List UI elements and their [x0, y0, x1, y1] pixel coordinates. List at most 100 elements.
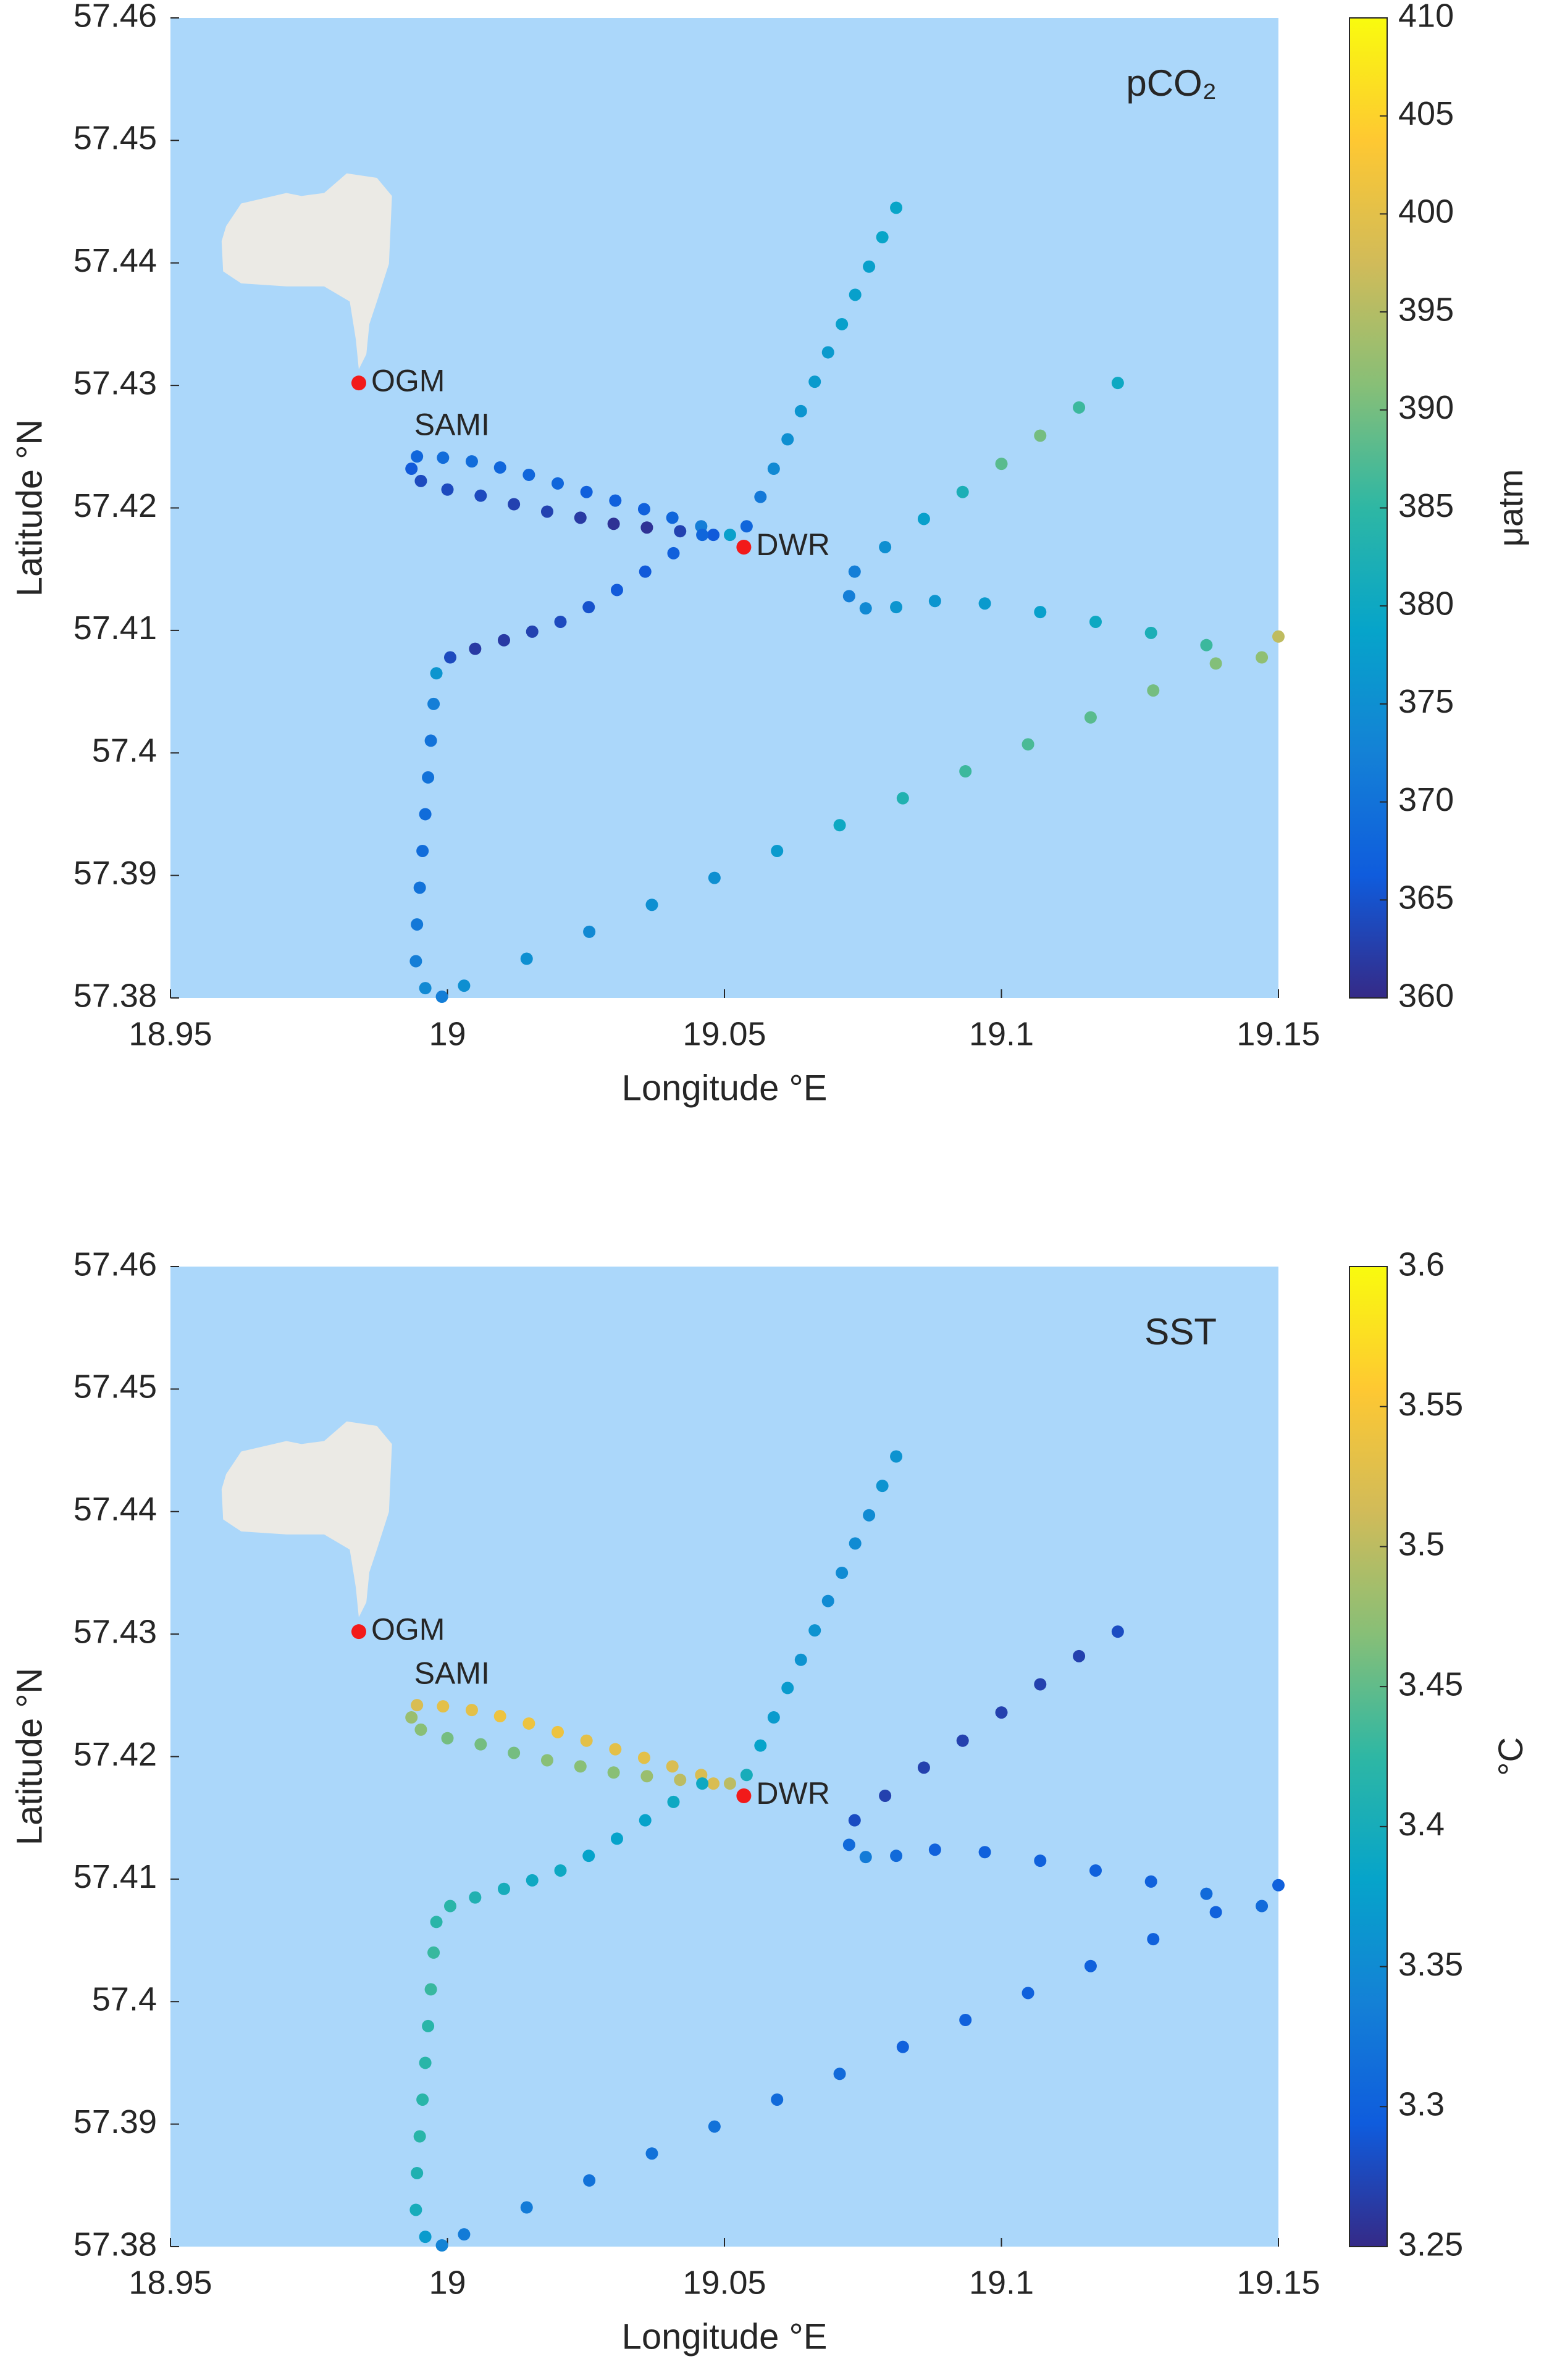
station-marker — [736, 1788, 752, 1803]
track-point — [917, 1761, 930, 1774]
track-point — [674, 1774, 687, 1787]
y-tick-label: 57.41 — [73, 610, 157, 647]
colorbar-tick-label: 3.6 — [1398, 1246, 1445, 1283]
track-point — [474, 1738, 487, 1751]
track-point — [637, 503, 650, 516]
track-point — [607, 1766, 620, 1779]
y-tick-label: 57.44 — [73, 242, 157, 279]
track-point — [1272, 1879, 1285, 1892]
track-point — [1272, 630, 1285, 643]
track-point — [723, 1777, 736, 1790]
x-tick-label: 19.05 — [682, 1015, 766, 1052]
track-point — [842, 1838, 855, 1851]
track-point — [995, 1706, 1008, 1719]
track-point — [917, 513, 930, 526]
track-point — [836, 317, 849, 330]
track-point — [580, 1734, 593, 1747]
x-tick-label: 19 — [429, 2264, 466, 2301]
track-point — [411, 450, 424, 463]
track-point — [637, 1751, 650, 1764]
track-point — [836, 1566, 849, 1579]
station-label: OGM — [371, 363, 445, 398]
track-point — [580, 485, 593, 498]
track-point — [520, 952, 533, 965]
track-point — [956, 485, 969, 498]
track-point — [863, 260, 876, 273]
track-point — [469, 642, 482, 655]
track-point — [849, 1537, 862, 1550]
track-point — [469, 1891, 482, 1904]
station-label: DWR — [756, 1776, 829, 1811]
track-point — [896, 792, 909, 805]
track-point — [928, 595, 941, 608]
track-point — [890, 201, 903, 214]
track-point — [474, 489, 487, 502]
track-point — [422, 771, 435, 784]
track-point — [419, 982, 432, 995]
track-point — [771, 2093, 784, 2106]
track-point — [978, 1846, 991, 1859]
x-tick-label: 18.95 — [128, 2264, 212, 2301]
track-point — [405, 463, 418, 476]
track-point — [610, 1832, 623, 1845]
station-marker — [351, 375, 366, 391]
x-axis-label: Longitude °E — [622, 1068, 828, 1108]
track-point — [465, 455, 478, 468]
track-point — [723, 529, 736, 542]
track-point — [1089, 615, 1102, 628]
track-point — [582, 1850, 595, 1863]
x-tick-label: 19.1 — [969, 1015, 1034, 1052]
track-point — [876, 1480, 889, 1493]
track-point — [890, 601, 903, 614]
site-label: SAMI — [414, 1656, 490, 1690]
y-tick-label: 57.45 — [73, 1368, 157, 1406]
y-tick-label: 57.38 — [73, 977, 157, 1014]
track-point — [959, 765, 972, 778]
colorbar-tick-label: 3.35 — [1398, 1946, 1463, 1983]
y-tick-label: 57.4 — [92, 732, 157, 769]
track-point — [552, 1725, 564, 1738]
track-point — [1147, 684, 1160, 697]
track-point — [740, 1769, 753, 1782]
x-axis-label: Longitude °E — [622, 2316, 828, 2357]
station-marker — [736, 539, 752, 555]
track-point — [771, 844, 784, 857]
colorbar-tick-label: 375 — [1398, 683, 1454, 720]
track-point — [427, 697, 440, 710]
track-point — [411, 918, 424, 931]
track-point — [833, 819, 846, 832]
track-point — [430, 667, 443, 680]
x-tick-label: 19.1 — [969, 2264, 1034, 2301]
track-point — [640, 521, 653, 534]
x-tick-label: 19.15 — [1236, 1015, 1320, 1052]
track-point — [1209, 657, 1222, 670]
track-point — [639, 565, 652, 578]
water — [170, 18, 1278, 998]
track-point — [411, 2166, 424, 2179]
track-point — [754, 490, 767, 503]
track-point — [458, 979, 471, 992]
track-point — [574, 511, 587, 524]
track-point — [821, 346, 834, 359]
track-point — [978, 597, 991, 610]
track-point — [666, 511, 679, 524]
colorbar-tick-label: 390 — [1398, 389, 1454, 426]
track-point — [493, 461, 506, 474]
track-point — [1034, 606, 1047, 619]
track-point — [422, 2019, 435, 2032]
track-point — [708, 2120, 721, 2133]
colorbar-label: μatm — [1491, 469, 1530, 547]
track-point — [794, 404, 807, 417]
colorbar-tick-label: 370 — [1398, 781, 1454, 818]
colorbar-tick-label: 3.5 — [1398, 1526, 1445, 1563]
track-point — [493, 1710, 506, 1723]
track-point — [821, 1594, 834, 1607]
track-point — [497, 1882, 510, 1895]
track-point — [959, 2014, 972, 2027]
track-point — [639, 1814, 652, 1827]
track-point — [956, 1734, 969, 1747]
track-point — [465, 1704, 478, 1717]
colorbar-label: °C — [1491, 1737, 1530, 1776]
track-point — [409, 2203, 422, 2216]
